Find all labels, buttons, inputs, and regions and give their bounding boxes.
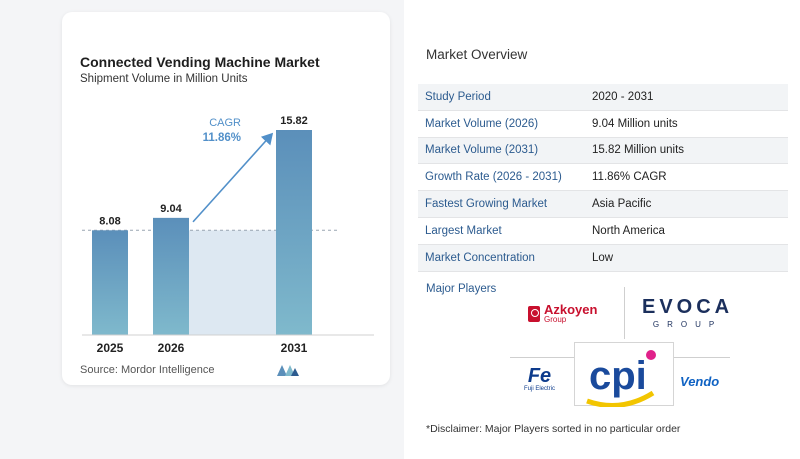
overview-row: Fastest Growing Market Asia Pacific <box>418 191 788 218</box>
overview-title: Market Overview <box>426 47 528 62</box>
overview-row-label: Fastest Growing Market <box>425 198 548 211</box>
cagr-value: 11.86% <box>203 132 241 144</box>
mordor-logo-icon <box>277 365 299 376</box>
data-label-2031: 15.82 <box>280 115 308 127</box>
overview-row: Market Volume (2031) 15.82 Million units <box>418 137 788 165</box>
source-label: Source: Mordor Intelligence <box>80 364 215 376</box>
cagr-arrow <box>192 132 274 223</box>
overview-row-value: 9.04 Million units <box>592 117 678 130</box>
chart-card: 8.08 2025 9.04 2026 15.82 2031 CAGR 11.86% Co… <box>62 12 390 385</box>
vendo-logo: Vendo <box>680 374 720 389</box>
bar-2026 <box>153 217 189 335</box>
data-label-2026: 9.04 <box>160 203 182 215</box>
azkoyen-name: Azkoyen <box>544 302 598 317</box>
bar-2031 <box>276 130 312 335</box>
overview-row-label: Market Volume (2031) <box>425 144 539 157</box>
overview-row-value: 15.82 Million units <box>592 144 685 157</box>
evoca-logo: EVOCA GROUP <box>642 296 733 329</box>
bar-2025 <box>92 230 128 335</box>
overview-row-label: Largest Market <box>425 224 502 237</box>
growth-shade-area <box>189 230 276 335</box>
category-label-2026: 2026 <box>158 341 185 355</box>
azkoyen-icon <box>528 305 540 322</box>
data-label-2025: 8.08 <box>99 215 120 227</box>
fuji-mark: Fe <box>527 365 552 387</box>
category-label-2025: 2025 <box>97 341 124 355</box>
overview-table: Study Period 2020 - 2031 Market Volume (… <box>418 84 788 272</box>
overview-row-label: Market Concentration <box>425 251 535 264</box>
disclaimer: *Disclaimer: Major Players sorted in no … <box>426 423 681 435</box>
chart-title: Connected Vending Machine Market <box>80 54 320 70</box>
overview-row: Study Period 2020 - 2031 <box>418 84 788 111</box>
overview-row-label: Market Volume (2026) <box>425 117 539 130</box>
overview-row-value: 11.86% CAGR <box>592 171 667 184</box>
overview-row-value: 2020 - 2031 <box>592 90 654 103</box>
cpi-logo-icon: cpi <box>586 350 656 408</box>
overview-row: Market Concentration Low <box>418 244 788 272</box>
evoca-group: GROUP <box>652 320 723 329</box>
cagr-label: CAGR <box>209 117 241 129</box>
overview-row-label: Growth Rate (2026 - 2031) <box>425 171 562 184</box>
azkoyen-group: Group <box>544 315 567 324</box>
market-overview-panel: Market Overview Study Period 2020 - 2031… <box>404 0 800 459</box>
evoca-name: EVOCA <box>642 296 734 318</box>
chart-subtitle: Shipment Volume in Million Units <box>80 73 248 85</box>
overview-row-value: North America <box>592 224 665 237</box>
overview-row: Market Volume (2026) 9.04 Million units <box>418 111 788 138</box>
fuji-name: Fuji Electric <box>524 386 556 392</box>
overview-row-label: Study Period <box>425 90 491 103</box>
category-label-2031: 2031 <box>281 341 308 355</box>
cpi-name: cpi <box>589 354 647 398</box>
bar-chart: 8.08 2025 9.04 2026 15.82 2031 CAGR 11.86% <box>82 115 374 355</box>
logo-divider <box>624 287 625 339</box>
azkoyen-logo: Azkoyen Group <box>528 303 597 324</box>
cpi-logo: cpi <box>574 342 674 408</box>
overview-row-value: Low <box>592 251 614 264</box>
overview-row-value: Asia Pacific <box>592 198 652 211</box>
overview-row: Growth Rate (2026 - 2031) 11.86% CAGR <box>418 164 788 192</box>
fuji-electric-logo: Fe Fuji Electric <box>524 366 555 392</box>
major-players-title: Major Players <box>426 283 497 295</box>
overview-row: Largest Market North America <box>418 218 788 245</box>
